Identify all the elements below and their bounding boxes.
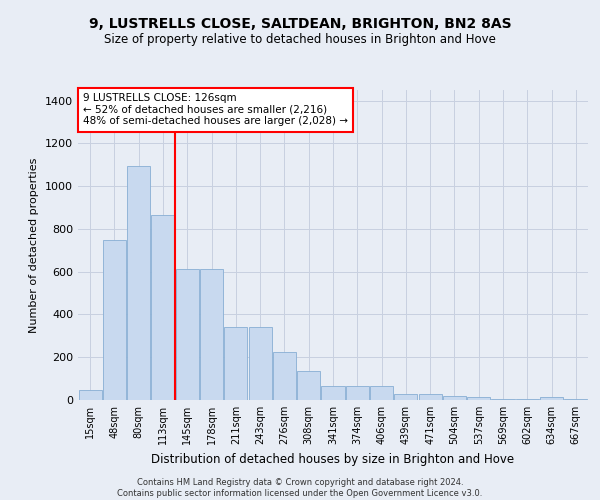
Text: 9 LUSTRELLS CLOSE: 126sqm
← 52% of detached houses are smaller (2,216)
48% of se: 9 LUSTRELLS CLOSE: 126sqm ← 52% of detac… [83, 93, 348, 126]
Bar [346, 386, 369, 400]
Bar [565, 399, 587, 400]
Text: 9, LUSTRELLS CLOSE, SALTDEAN, BRIGHTON, BN2 8AS: 9, LUSTRELLS CLOSE, SALTDEAN, BRIGHTON, … [89, 18, 511, 32]
Bar [79, 390, 101, 400]
Bar [419, 394, 442, 400]
Bar [370, 386, 393, 400]
Bar [297, 371, 320, 400]
X-axis label: Distribution of detached houses by size in Brighton and Hove: Distribution of detached houses by size … [151, 452, 515, 466]
Bar [273, 352, 296, 400]
Bar [103, 240, 126, 400]
Bar [516, 399, 539, 400]
Bar [200, 268, 223, 400]
Bar [224, 328, 247, 400]
Bar [540, 397, 563, 400]
Bar [127, 166, 150, 400]
Bar [443, 396, 466, 400]
Bar [394, 394, 418, 400]
Text: Size of property relative to detached houses in Brighton and Hove: Size of property relative to detached ho… [104, 32, 496, 46]
Bar [151, 215, 175, 400]
Bar [491, 399, 515, 400]
Bar [248, 328, 272, 400]
Bar [322, 386, 344, 400]
Text: Contains HM Land Registry data © Crown copyright and database right 2024.
Contai: Contains HM Land Registry data © Crown c… [118, 478, 482, 498]
Bar [176, 268, 199, 400]
Bar [467, 397, 490, 400]
Y-axis label: Number of detached properties: Number of detached properties [29, 158, 40, 332]
